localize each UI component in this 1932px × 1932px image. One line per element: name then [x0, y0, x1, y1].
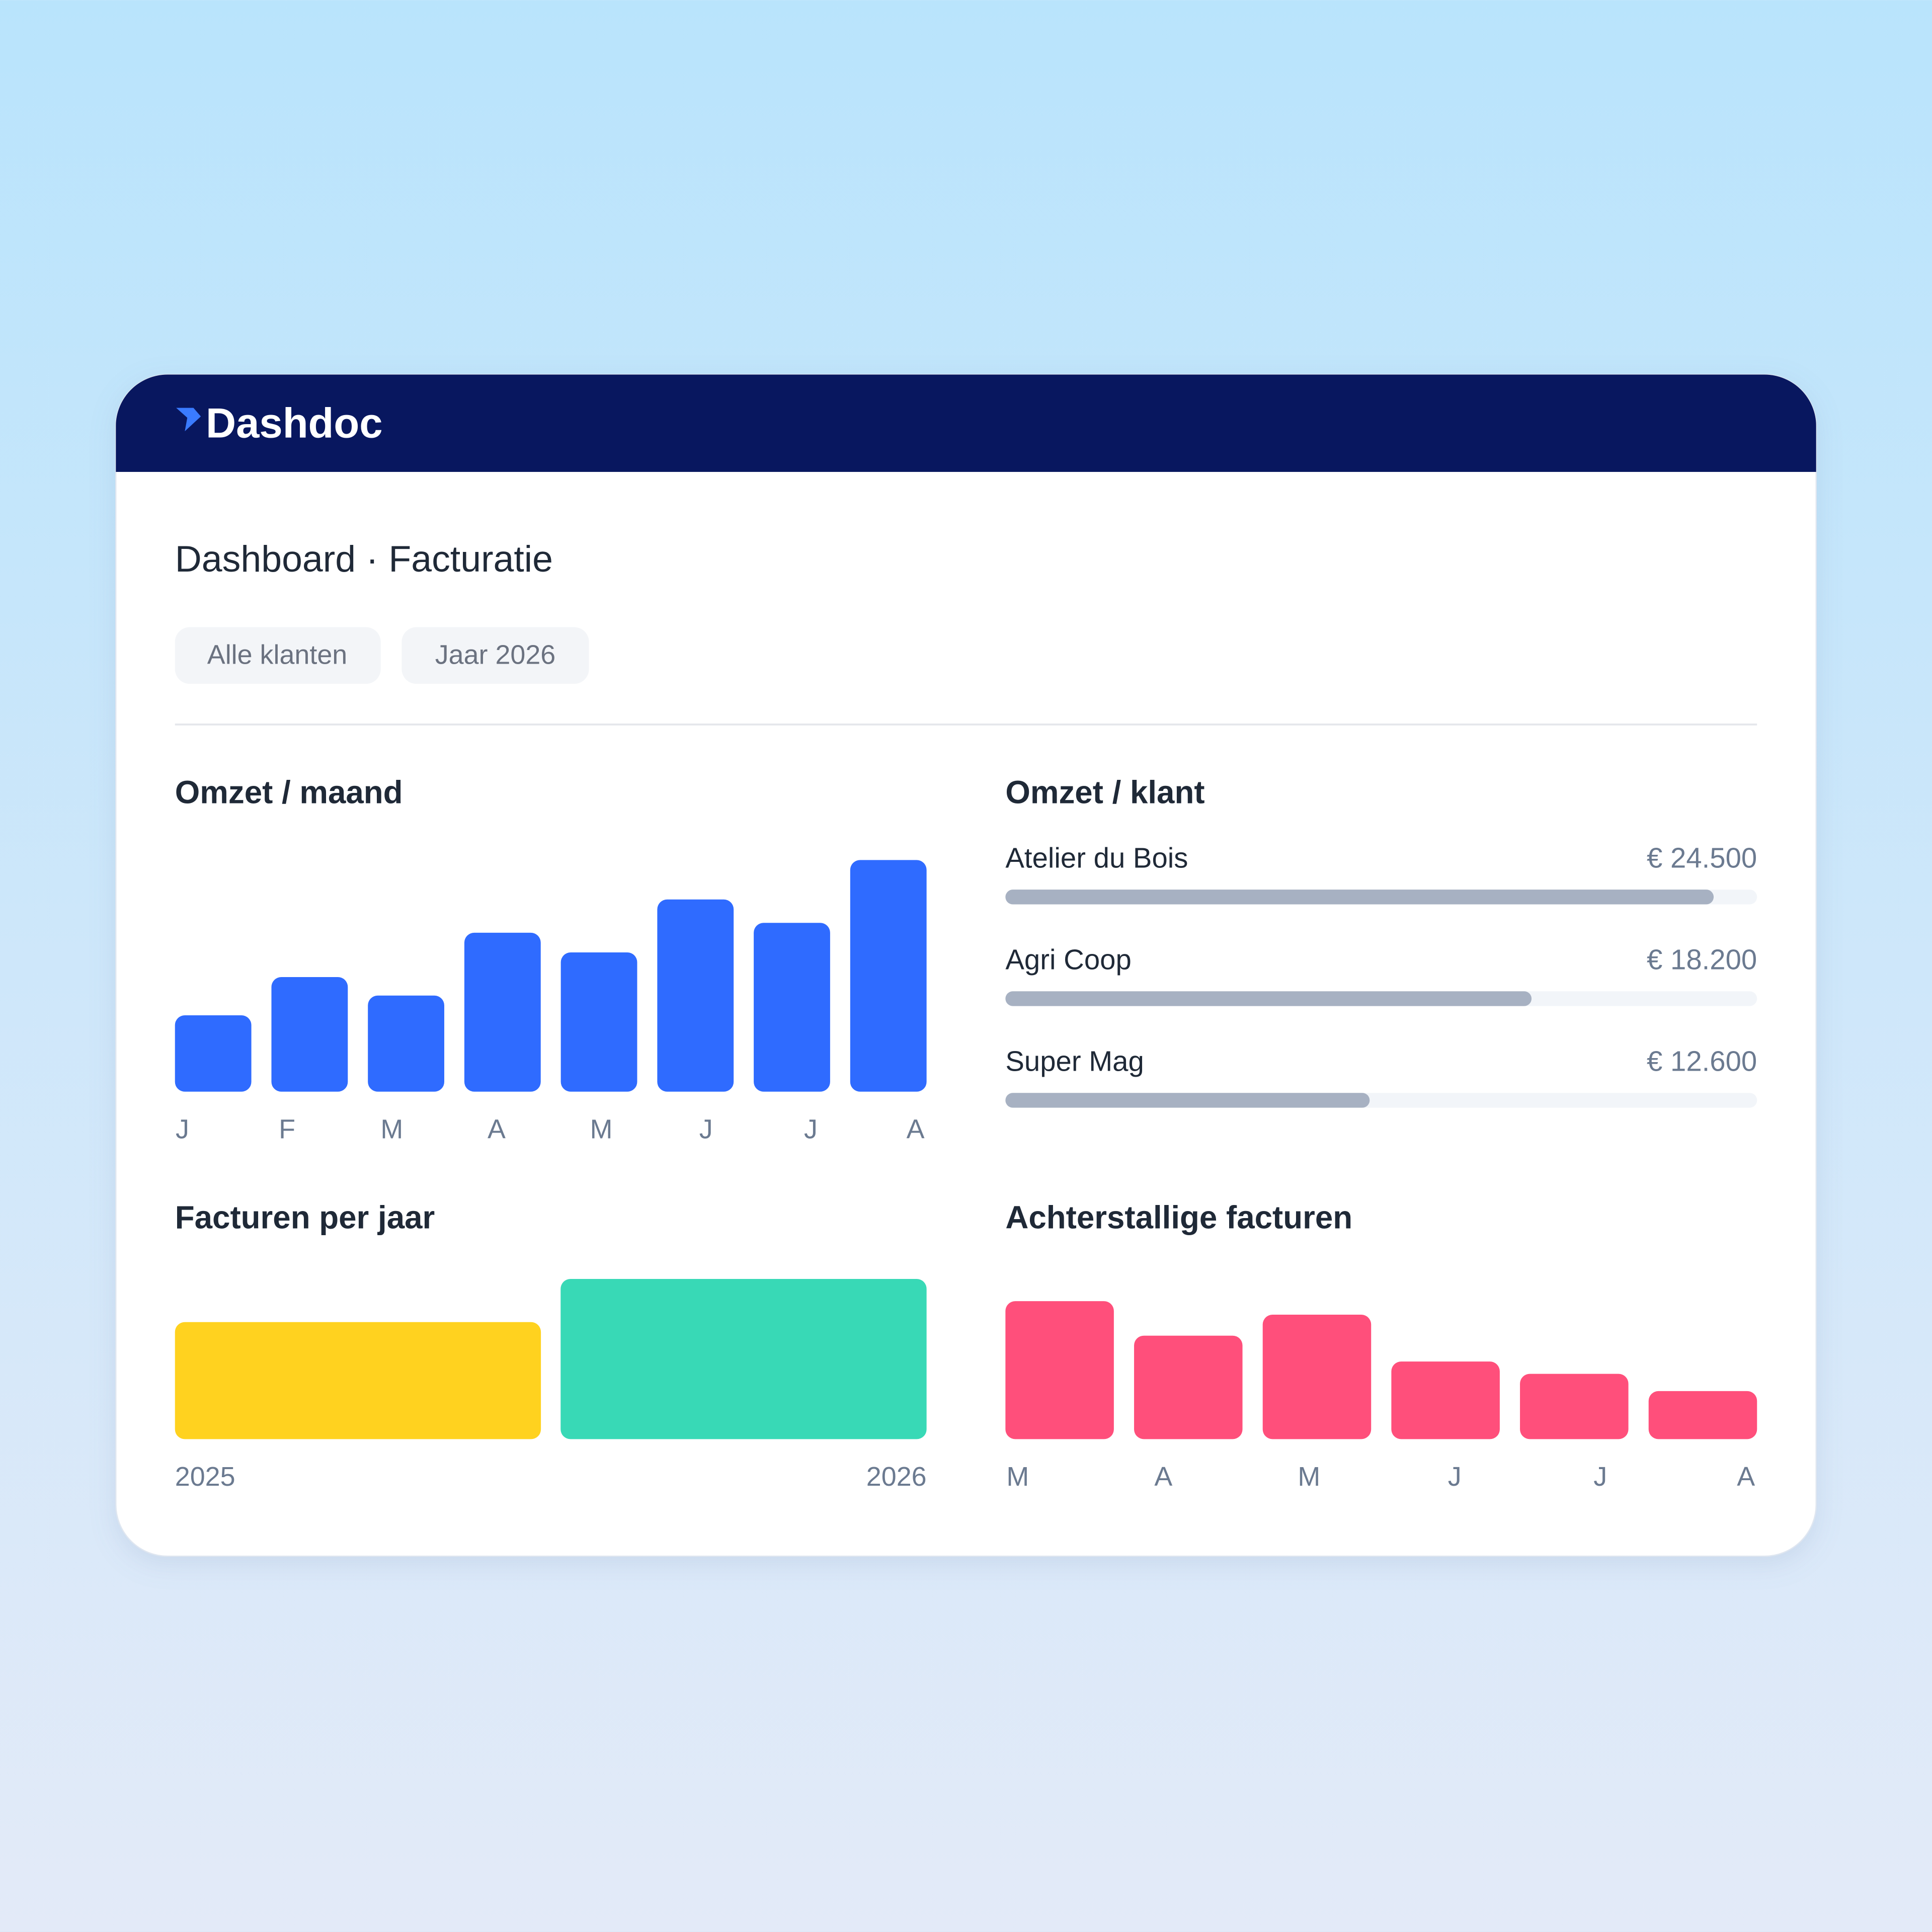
bar — [754, 923, 830, 1092]
value-label: € 12.600 — [1647, 1045, 1757, 1077]
logo[interactable]: Dashdoc — [206, 399, 383, 446]
top-bar — [116, 374, 1816, 472]
filter-chip[interactable] — [175, 627, 381, 684]
section-title: Omzet / klant — [1005, 774, 1204, 810]
bar — [850, 860, 927, 1092]
filter-label[interactable]: Alle klanten — [207, 640, 347, 670]
filter-chip[interactable] — [401, 627, 589, 684]
bar — [368, 995, 445, 1092]
x-tick-label: M — [380, 1114, 403, 1144]
bar — [657, 899, 734, 1092]
bar — [1134, 1335, 1243, 1439]
x-tick-label: 2025 — [175, 1462, 235, 1492]
row-label: Agri Coop — [1005, 943, 1131, 975]
bar — [175, 1322, 541, 1439]
value-label: € 24.500 — [1647, 842, 1757, 873]
bar — [175, 1015, 252, 1092]
bar — [560, 952, 637, 1092]
logo-icon — [176, 408, 201, 432]
bar — [1005, 1093, 1370, 1108]
x-tick-label: A — [1737, 1462, 1755, 1492]
section-title: Achterstallige facturen — [1005, 1199, 1352, 1235]
x-tick-label: M — [590, 1114, 613, 1144]
bar — [560, 1279, 927, 1439]
bar — [464, 932, 541, 1092]
value-label: € 18.200 — [1647, 943, 1757, 975]
bar — [1005, 991, 1532, 1006]
bar — [1005, 1301, 1114, 1439]
x-tick-label: M — [1006, 1462, 1029, 1492]
filter-label[interactable]: Jaar 2026 — [435, 640, 556, 670]
x-tick-label: 2026 — [866, 1462, 927, 1492]
x-tick-label: J — [1448, 1462, 1462, 1492]
x-tick-label: J — [1593, 1462, 1607, 1492]
row-label: Atelier du Bois — [1005, 842, 1188, 873]
bar — [1391, 1361, 1500, 1439]
section-title: Omzet / maand — [175, 774, 403, 810]
bar — [1262, 1315, 1372, 1439]
bar — [1648, 1391, 1757, 1439]
page-title: Dashboard · Facturatie — [175, 538, 553, 580]
x-tick-label: A — [907, 1114, 925, 1144]
x-tick-label: A — [488, 1114, 506, 1144]
x-tick-label: A — [1154, 1462, 1172, 1492]
x-tick-label: J — [699, 1114, 713, 1144]
bar — [1520, 1374, 1629, 1439]
row-label: Super Mag — [1005, 1045, 1144, 1077]
x-tick-label: M — [1298, 1462, 1320, 1492]
x-tick-label: J — [176, 1114, 189, 1144]
bar — [271, 977, 348, 1092]
x-tick-label: F — [279, 1114, 295, 1144]
x-tick-label: J — [804, 1114, 818, 1144]
section-title: Facturen per jaar — [175, 1199, 435, 1235]
bar — [1005, 890, 1714, 905]
